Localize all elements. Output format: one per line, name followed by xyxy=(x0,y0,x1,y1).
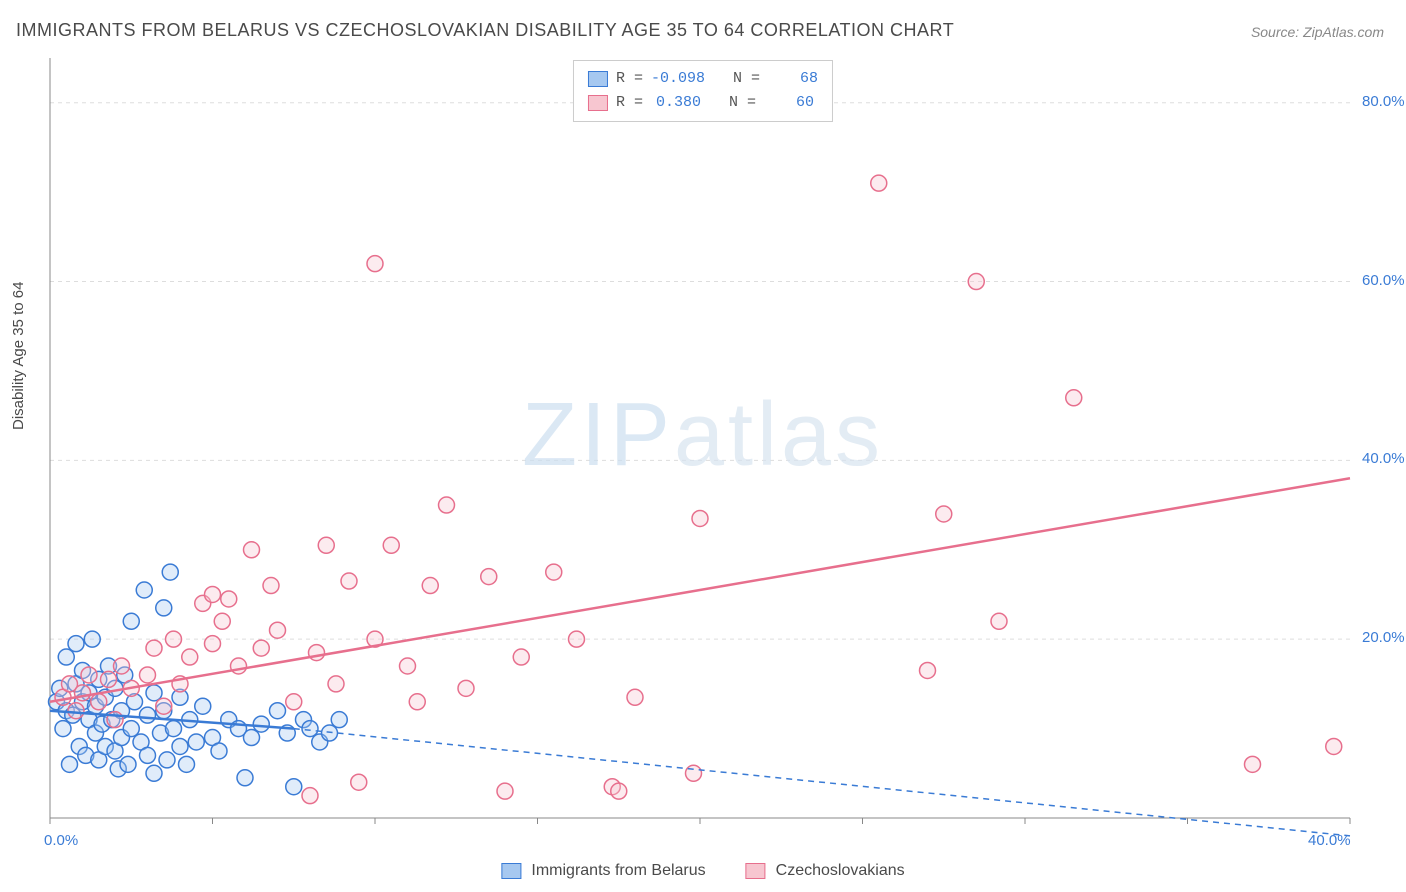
y-tick-label: 80.0% xyxy=(1362,93,1405,110)
y-tick-label: 20.0% xyxy=(1362,629,1405,646)
swatch-czech xyxy=(746,863,766,879)
bottom-legend: Immigrants from Belarus Czechoslovakians xyxy=(501,862,904,880)
swatch-belarus xyxy=(501,863,521,879)
n-value-czech: 60 xyxy=(764,91,814,115)
swatch-belarus xyxy=(588,71,608,87)
x-tick-label: 40.0% xyxy=(1308,832,1351,849)
chart-container: IMMIGRANTS FROM BELARUS VS CZECHOSLOVAKI… xyxy=(0,0,1406,892)
n-value-belarus: 68 xyxy=(768,67,818,91)
swatch-czech xyxy=(588,95,608,111)
scatter-chart xyxy=(0,0,1406,892)
legend-item-belarus: Immigrants from Belarus xyxy=(501,862,705,880)
legend-label-czech: Czechoslovakians xyxy=(776,862,905,880)
stats-row-czech: R = 0.380 N = 60 xyxy=(588,91,818,115)
legend-item-czech: Czechoslovakians xyxy=(746,862,905,880)
y-tick-label: 40.0% xyxy=(1362,450,1405,467)
legend-label-belarus: Immigrants from Belarus xyxy=(531,862,705,880)
r-value-czech: 0.380 xyxy=(651,91,701,115)
stats-legend: R = -0.098 N = 68 R = 0.380 N = 60 xyxy=(573,60,833,122)
stats-row-belarus: R = -0.098 N = 68 xyxy=(588,67,818,91)
r-value-belarus: -0.098 xyxy=(651,67,705,91)
y-tick-label: 60.0% xyxy=(1362,272,1405,289)
x-tick-label: 0.0% xyxy=(44,832,78,849)
